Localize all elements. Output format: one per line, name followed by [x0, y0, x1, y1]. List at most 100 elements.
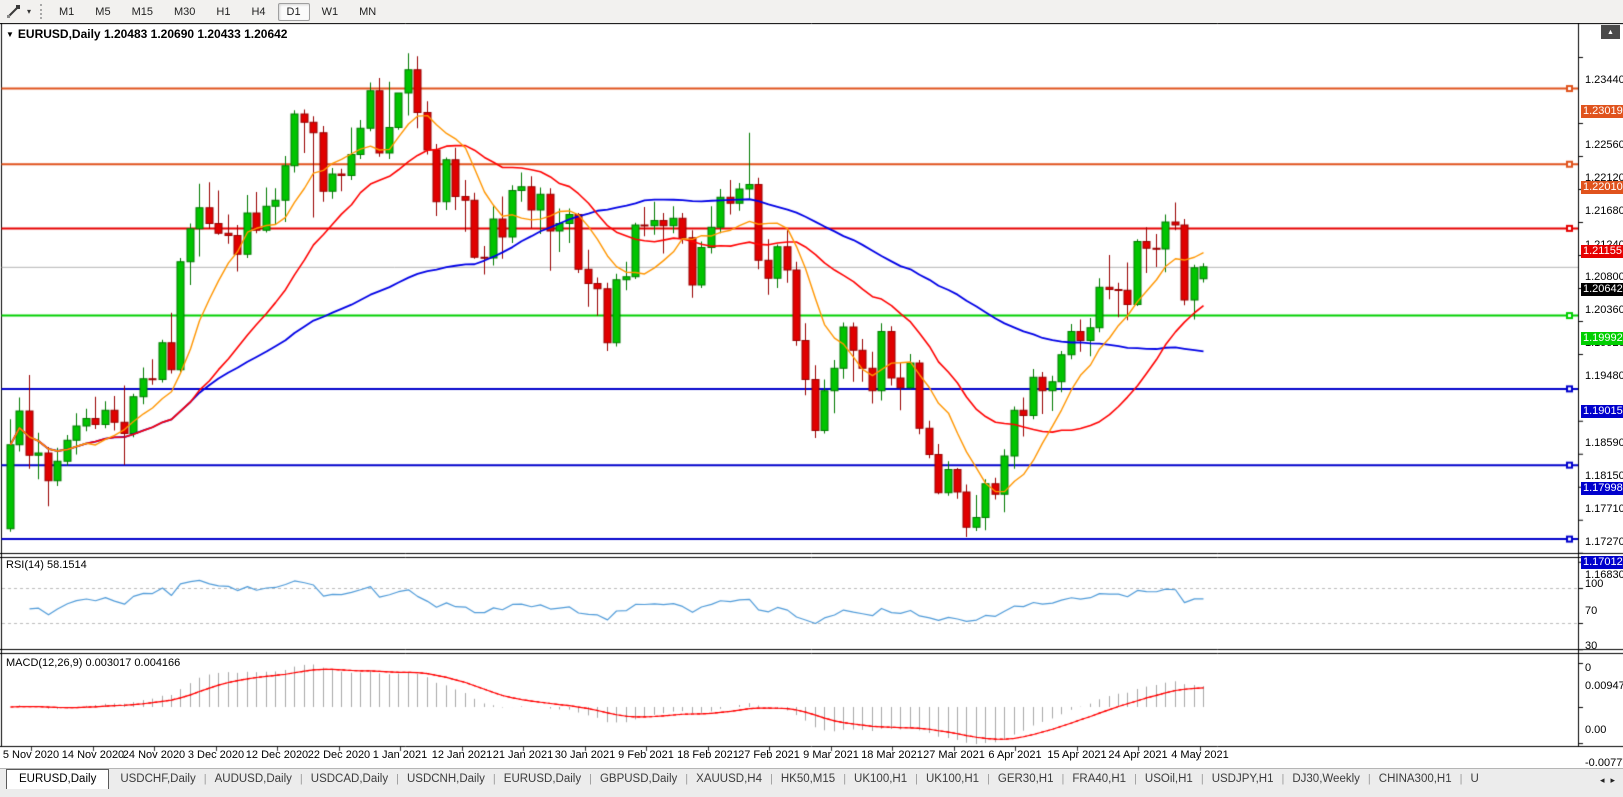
- price-tick-label: 1.21680: [1585, 205, 1623, 217]
- chart-tab-eurusd-daily[interactable]: EURUSD,Daily: [503, 773, 582, 785]
- macd-tick-label: 0.00: [1585, 724, 1607, 736]
- rsi-tick-label: 70: [1585, 605, 1598, 617]
- time-tick-label: 18 Mar 2021: [861, 749, 923, 761]
- chart-tab-usdcad-daily[interactable]: USDCAD,Daily: [310, 773, 389, 785]
- rsi-tick-label: 0: [1585, 662, 1592, 674]
- level-price-box[interactable]: 1.22010: [1581, 181, 1623, 194]
- timeframe-button-m1[interactable]: M1: [59, 5, 75, 18]
- chart-tab-xauusd-h4[interactable]: XAUUSD,H4: [696, 773, 762, 785]
- time-tick-label: 6 Apr 2021: [988, 749, 1042, 761]
- rsi-tick-label: 30: [1585, 640, 1598, 652]
- price-tick-label: 1.22560: [1585, 139, 1623, 151]
- time-tick-label: 5 Nov 2020: [2, 749, 60, 761]
- tab-scroll-arrows: ◂ ▸: [1594, 775, 1620, 786]
- price-tick-label: 1.17710: [1585, 503, 1623, 515]
- macd-tick-label: 0.009478: [1585, 680, 1623, 692]
- timeframe-toolbar: ▾ M1 M5 M15 M30 H1 H4 D1 W1 MN: [0, 0, 1623, 23]
- level-price-box[interactable]: 1.17012: [1581, 556, 1623, 569]
- chart-tab-usdcnh-daily[interactable]: USDCNH,Daily: [406, 773, 485, 785]
- time-tick-label: 3 Dec 2020: [187, 749, 245, 761]
- timeframe-button-d1[interactable]: D1: [277, 2, 310, 21]
- time-tick-label: 27 Mar 2021: [923, 749, 985, 761]
- timeframe-button-m5[interactable]: M5: [95, 5, 111, 18]
- timeframe-button-w1[interactable]: W1: [321, 5, 339, 18]
- time-tick-label: 24 Nov 2020: [122, 749, 186, 761]
- price-tick-label: 1.19480: [1585, 370, 1623, 382]
- chart-tab-u[interactable]: U: [1470, 773, 1479, 785]
- tab-separator: |: [492, 773, 496, 785]
- tab-scroll-right-icon[interactable]: ▸: [1610, 775, 1615, 785]
- tool-dropdown-caret-icon[interactable]: ▾: [27, 7, 32, 16]
- tab-separator: |: [1200, 773, 1204, 785]
- tab-separator: |: [1459, 773, 1463, 785]
- time-tick-label: 9 Feb 2021: [618, 749, 674, 761]
- toolbar-grip-handle[interactable]: [40, 4, 43, 19]
- collapse-triangle-icon[interactable]: ▼: [6, 30, 14, 39]
- time-tick-label: 14 Nov 2020: [61, 749, 125, 761]
- time-tick-label: 21 Jan 2021: [492, 749, 554, 761]
- level-price-box[interactable]: 1.19992: [1581, 332, 1623, 345]
- current-price-box: 1.20642: [1581, 283, 1623, 296]
- tab-separator: |: [589, 773, 592, 785]
- pointer-tool-icon[interactable]: [4, 4, 22, 20]
- price-tick-label: 1.20800: [1585, 271, 1623, 283]
- time-tick-label: 27 Feb 2021: [738, 749, 800, 761]
- chart-tab-hk50-m15[interactable]: HK50,M15: [780, 773, 836, 785]
- time-tick-label: 9 Mar 2021: [803, 749, 859, 761]
- price-tick-label: 1.18590: [1585, 437, 1623, 449]
- tab-separator: |: [299, 773, 303, 785]
- chart-tab-ger30-h1[interactable]: GER30,H1: [997, 773, 1054, 785]
- timeframe-button-h1[interactable]: H1: [216, 5, 231, 18]
- tab-separator: |: [685, 773, 689, 785]
- chart-tab-uk100-h1[interactable]: UK100,H1: [925, 773, 980, 785]
- timeframe-button-h4[interactable]: H4: [251, 5, 266, 18]
- chart-tab-eurusd-daily[interactable]: EURUSD,Daily: [6, 769, 110, 789]
- tab-separator: |: [915, 773, 918, 785]
- tab-separator: |: [203, 773, 207, 785]
- chart-tab-china300-h1[interactable]: CHINA300,H1: [1378, 773, 1452, 785]
- tab-separator: |: [1281, 773, 1285, 785]
- price-tick-label: 1.18150: [1585, 470, 1623, 482]
- chart-tab-fra40-h1[interactable]: FRA40,H1: [1072, 773, 1127, 785]
- chart-tab-usdchf-daily[interactable]: USDCHF,Daily: [120, 773, 196, 785]
- level-price-box[interactable]: 1.17998: [1581, 482, 1623, 495]
- macd-tick-label: -0.007778: [1585, 757, 1623, 769]
- tab-separator: |: [396, 773, 399, 785]
- time-tick-label: 22 Dec 2020: [307, 749, 371, 761]
- level-price-box[interactable]: 1.19015: [1581, 405, 1623, 418]
- price-tick-label: 1.16830: [1585, 569, 1623, 581]
- time-tick-label: 24 Apr 2021: [1108, 749, 1168, 761]
- timeframe-button-group: M1 M5 M15 M30 H1 H4 D1 W1 MN: [50, 2, 385, 21]
- chart-tab-gbpusd-daily[interactable]: GBPUSD,Daily: [599, 773, 678, 785]
- rsi-tick-label: 100: [1585, 578, 1604, 590]
- level-price-box[interactable]: 1.21155: [1581, 245, 1623, 258]
- chart-tab-dj30-weekly[interactable]: DJ30,Weekly: [1292, 773, 1360, 785]
- price-tick-label: 1.23440: [1585, 74, 1623, 86]
- chart-tab-uk100-h1[interactable]: UK100,H1: [854, 773, 908, 785]
- tab-scroll-left-icon[interactable]: ◂: [1599, 775, 1605, 785]
- time-tick-label: 15 Apr 2021: [1047, 749, 1107, 761]
- timeframe-button-m30[interactable]: M30: [173, 5, 196, 18]
- level-price-box[interactable]: 1.23019: [1581, 105, 1623, 118]
- price-tick-label: 1.20360: [1585, 304, 1623, 316]
- chart-ohlc-values: 1.20483 1.20690 1.20433 1.20642: [103, 27, 288, 41]
- tab-separator: |: [1061, 773, 1065, 785]
- time-tick-label: 1 Jan 2021: [372, 749, 428, 761]
- chart-tabs: EURUSD,Daily USDCHF,Daily | AUDUSD,Daily | US…: [0, 769, 1623, 791]
- chart-tab-usdjpy-h1[interactable]: USDJPY,H1: [1211, 773, 1274, 785]
- rsi-indicator-label: RSI(14) 58.1514: [6, 559, 87, 571]
- chart-tab-usoil-h1[interactable]: USOil,H1: [1144, 773, 1193, 785]
- time-tick-label: 18 Feb 2021: [677, 749, 739, 761]
- tab-separator: |: [843, 773, 847, 785]
- tab-separator: |: [987, 773, 990, 785]
- chart-tab-audusd-daily[interactable]: AUDUSD,Daily: [214, 773, 292, 785]
- chart-title: ▼ EURUSD,Daily 1.20483 1.20690 1.20433 1.…: [6, 27, 287, 41]
- time-tick-label: 12 Jan 2021: [431, 749, 493, 761]
- candlestick-chart-canvas[interactable]: [0, 23, 1623, 797]
- time-tick-label: 4 May 2021: [1171, 749, 1229, 761]
- chart-scroll-up-button[interactable]: ▲: [1601, 25, 1620, 39]
- timeframe-button-mn[interactable]: MN: [359, 5, 377, 18]
- timeframe-button-m15[interactable]: M15: [131, 5, 153, 18]
- time-tick-label: 30 Jan 2021: [554, 749, 616, 761]
